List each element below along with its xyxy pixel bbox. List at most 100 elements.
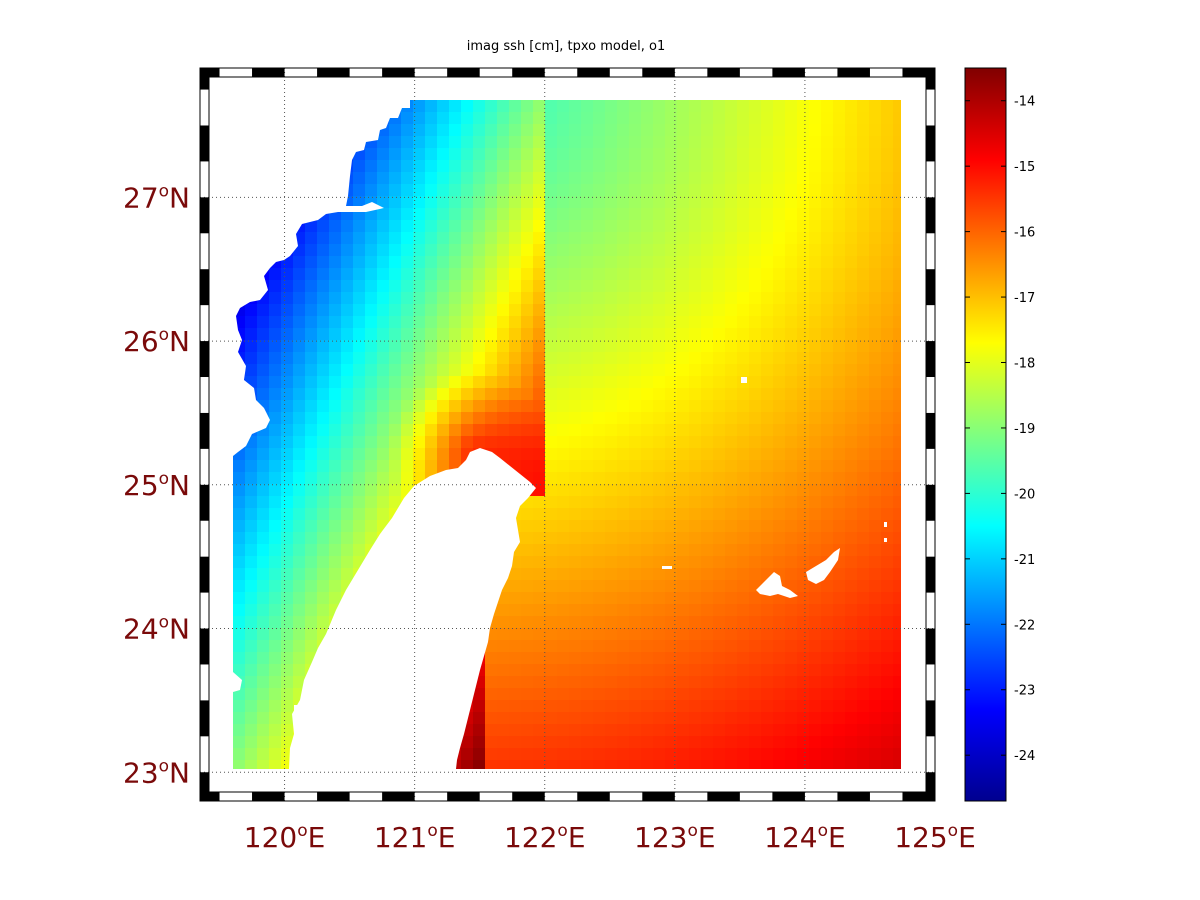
field-cell (473, 688, 486, 701)
field-cell (833, 280, 846, 293)
field-cell (557, 136, 570, 149)
frame-segment (926, 125, 935, 162)
field-cell (809, 340, 822, 353)
field-cell (257, 556, 270, 569)
field-cell (485, 256, 498, 269)
frame-segment (926, 269, 935, 306)
field-cell (701, 184, 714, 197)
field-cell (809, 388, 822, 401)
field-cell (725, 616, 738, 629)
field-cell (629, 604, 642, 617)
field-cell (809, 364, 822, 377)
field-cell (497, 412, 510, 425)
field-cell (881, 148, 894, 161)
field-cell (569, 292, 582, 305)
field-cell (521, 688, 534, 701)
field-cell (365, 328, 378, 341)
field-cell (521, 364, 534, 377)
field-cell (581, 220, 594, 233)
colorbar-tick-label: -20 (1014, 487, 1035, 502)
field-cell (677, 376, 690, 389)
field-cell (437, 328, 450, 341)
field-cell (773, 448, 786, 461)
field-cell (797, 100, 810, 113)
field-cell (869, 724, 882, 737)
field-cell (809, 640, 822, 653)
field-cell (833, 184, 846, 197)
field-cell (869, 112, 882, 125)
field-cell (677, 460, 690, 473)
field-cell (257, 496, 270, 509)
field-cell (329, 328, 342, 341)
field-cell (233, 628, 246, 641)
longitude-tick-label: 124oE (764, 821, 846, 854)
field-cell (281, 616, 294, 629)
field-cell (641, 604, 654, 617)
field-cell (821, 424, 834, 437)
field-cell (785, 160, 798, 173)
field-cell (713, 436, 726, 449)
field-cell (725, 292, 738, 305)
field-cell (569, 232, 582, 245)
field-cell (293, 532, 306, 545)
field-cell (893, 592, 901, 605)
field-cell (617, 160, 630, 173)
field-cell (329, 244, 342, 257)
field-cell (725, 136, 738, 149)
field-cell (533, 616, 546, 629)
field-cell (605, 724, 618, 737)
field-cell (605, 460, 618, 473)
field-cell (857, 196, 870, 209)
field-cell (749, 124, 762, 137)
field-cell (353, 436, 366, 449)
field-cell (569, 100, 582, 113)
field-cell (821, 652, 834, 665)
field-cell (761, 424, 774, 437)
field-cell (473, 196, 486, 209)
field-cell (545, 712, 558, 725)
field-cell (569, 196, 582, 209)
field-cell (689, 340, 702, 353)
field-cell (509, 604, 522, 617)
field-cell (857, 160, 870, 173)
field-cell (785, 700, 798, 713)
field-cell (725, 544, 738, 557)
field-cell (845, 604, 858, 617)
field-cell (629, 172, 642, 185)
field-cell (377, 148, 390, 161)
field-cell (713, 736, 726, 749)
field-cell (761, 220, 774, 233)
field-cell (713, 700, 726, 713)
field-cell (317, 280, 330, 293)
field-cell (737, 148, 750, 161)
field-cell (809, 760, 822, 769)
field-cell (869, 520, 882, 533)
field-cell (509, 184, 522, 197)
field-cell (665, 532, 678, 545)
field-cell (845, 316, 858, 329)
field-cell (317, 340, 330, 353)
field-cell (509, 676, 522, 689)
field-cell (569, 556, 582, 569)
field-cell (245, 508, 258, 521)
field-cell (281, 376, 294, 389)
field-cell (869, 148, 882, 161)
field-cell (761, 532, 774, 545)
field-cell (701, 508, 714, 521)
field-cell (257, 736, 270, 749)
field-cell (593, 280, 606, 293)
field-cell (521, 712, 534, 725)
field-cell (737, 724, 750, 737)
field-cell (545, 184, 558, 197)
field-cell (305, 472, 318, 485)
field-cell (533, 628, 546, 641)
field-cell (545, 196, 558, 209)
field-cell (329, 508, 342, 521)
field-cell (317, 256, 330, 269)
field-cell (725, 388, 738, 401)
field-cell (773, 280, 786, 293)
field-cell (845, 424, 858, 437)
field-cell (413, 352, 426, 365)
field-cell (809, 544, 822, 557)
field-cell (701, 472, 714, 485)
